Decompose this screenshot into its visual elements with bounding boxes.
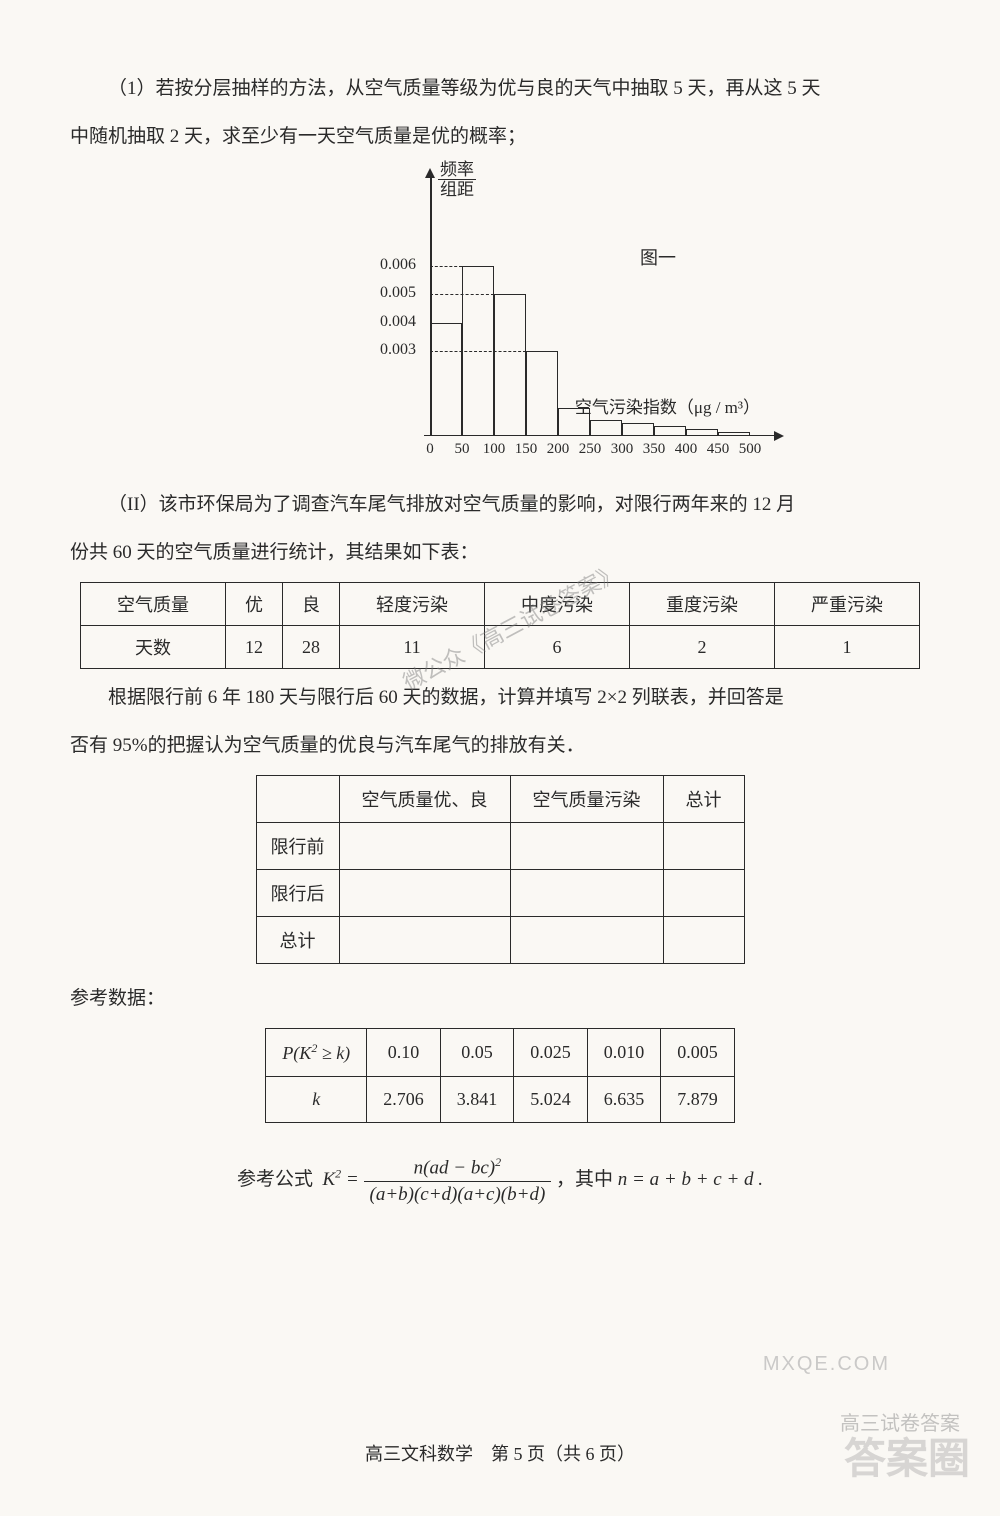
hist-bar: [462, 266, 494, 436]
table-header-cell: 空气质量优、良: [339, 776, 510, 823]
hist-xtick: 400: [675, 441, 698, 458]
formula: 参考公式 K2 = n(ad − bc)2 (a+b)(c+d)(a+c)(b+…: [70, 1153, 930, 1208]
table-header-cell: 严重污染: [774, 583, 919, 626]
table-cell: 7.879: [661, 1077, 735, 1123]
table-cell: 6: [485, 626, 630, 669]
table-header-cell: 重度污染: [629, 583, 774, 626]
hist-bar: [622, 423, 654, 436]
hist-xtick: 0: [426, 441, 434, 458]
table-cell-empty: [663, 870, 744, 917]
table-cell-empty: [510, 870, 663, 917]
table-header-cell: 空气质量: [81, 583, 226, 626]
histogram: 频率组距 图一 空气污染指数（μg / m³） 0.0030.0040.0050…: [220, 166, 780, 466]
hist-xtick: 250: [579, 441, 602, 458]
table-cell: 0.005: [661, 1029, 735, 1077]
table-cell-empty: [510, 823, 663, 870]
table-cell-empty: [339, 870, 510, 917]
table-cell: 1: [774, 626, 919, 669]
hist-bar: [526, 351, 558, 436]
page-footer: 高三文科数学 第 5 页（共 6 页）: [0, 1440, 1000, 1466]
hist-bar: [590, 420, 622, 436]
hist-xtick: 300: [611, 441, 634, 458]
hist-xtick: 350: [643, 441, 666, 458]
table-row-label: 限行前: [256, 823, 339, 870]
hist-xtick: 150: [515, 441, 538, 458]
hist-x-arrow: [774, 431, 784, 441]
table-header-cell: 总计: [663, 776, 744, 823]
hist-bar: [430, 323, 462, 436]
paragraph-1: （1）若按分层抽样的方法，从空气质量等级为优与良的天气中抽取 5 天，再从这 5…: [70, 70, 930, 108]
hist-bar: [686, 429, 718, 436]
table-cell: 3.841: [440, 1077, 514, 1123]
table-cell: 5.024: [514, 1077, 588, 1123]
table-header-cell: 轻度污染: [340, 583, 485, 626]
hist-x-axis-label: 空气污染指数（μg / m³）: [575, 393, 760, 418]
hist-xtick: 450: [707, 441, 730, 458]
table-row-label: P(K2 ≥ k): [266, 1029, 367, 1077]
hist-ytick: 0.004: [380, 313, 416, 331]
table-header-cell: [256, 776, 339, 823]
paragraph-2: 中随机抽取 2 天，求至少有一天空气质量是优的概率；: [70, 118, 930, 156]
hist-y-axis-label: 频率组距: [438, 160, 476, 201]
paragraph-3: （II）该市环保局为了调查汽车尾气排放对空气质量的影响，对限行两年来的 12 月: [70, 486, 930, 524]
table-cell-empty: [510, 917, 663, 964]
hist-bar: [654, 426, 686, 436]
reference-data-table: P(K2 ≥ k)0.100.050.0250.0100.005 k2.7063…: [265, 1028, 734, 1123]
table-cell: 11: [340, 626, 485, 669]
hist-ytick: 0.006: [380, 256, 416, 274]
table-cell-empty: [339, 917, 510, 964]
table-cell: 6.635: [587, 1077, 661, 1123]
air-quality-table: 空气质量优良轻度污染中度污染重度污染严重污染 天数122811621: [80, 582, 920, 669]
table-cell: 0.010: [587, 1029, 661, 1077]
table-header-cell: 优: [225, 583, 282, 626]
paragraph-4: 份共 60 天的空气质量进行统计，其结果如下表：: [70, 534, 930, 572]
hist-bar: [718, 432, 750, 436]
hist-xtick: 200: [547, 441, 570, 458]
table-row-label: 限行后: [256, 870, 339, 917]
hist-xtick: 500: [739, 441, 762, 458]
hist-bar: [558, 408, 590, 436]
reference-data-label: 参考数据：: [70, 980, 930, 1018]
table-cell: 12: [225, 626, 282, 669]
hist-ytick-line: [430, 266, 462, 267]
watermark-corner-small: 高三试卷答案: [840, 1407, 960, 1436]
hist-xtick: 50: [455, 441, 470, 458]
table-header-cell: 中度污染: [485, 583, 630, 626]
table-cell: 28: [283, 626, 340, 669]
hist-ytick: 0.003: [380, 341, 416, 359]
hist-ytick: 0.005: [380, 284, 416, 302]
paragraph-6: 否有 95%的把握认为空气质量的优良与汽车尾气的排放有关．: [70, 727, 930, 765]
table-cell: 2.706: [367, 1077, 441, 1123]
paragraph-5: 根据限行前 6 年 180 天与限行后 60 天的数据，计算并填写 2×2 列联…: [70, 679, 930, 717]
table-cell: 2: [629, 626, 774, 669]
table-header-cell: 良: [283, 583, 340, 626]
hist-bar: [494, 294, 526, 436]
table-cell: 0.025: [514, 1029, 588, 1077]
table-row-label: k: [266, 1077, 367, 1123]
table-row-label: 天数: [81, 626, 226, 669]
hist-xtick: 100: [483, 441, 506, 458]
table-cell-empty: [663, 823, 744, 870]
table-header-cell: 空气质量污染: [510, 776, 663, 823]
table-cell: 0.10: [367, 1029, 441, 1077]
contingency-table: 空气质量优、良空气质量污染总计 限行前 限行后 总计: [256, 775, 745, 964]
watermark-mx: MXQE.COM: [763, 1353, 890, 1376]
table-cell-empty: [339, 823, 510, 870]
table-cell: 0.05: [440, 1029, 514, 1077]
table-row-label: 总计: [256, 917, 339, 964]
table-cell-empty: [663, 917, 744, 964]
hist-title: 图一: [640, 244, 676, 270]
hist-y-arrow: [425, 168, 435, 178]
